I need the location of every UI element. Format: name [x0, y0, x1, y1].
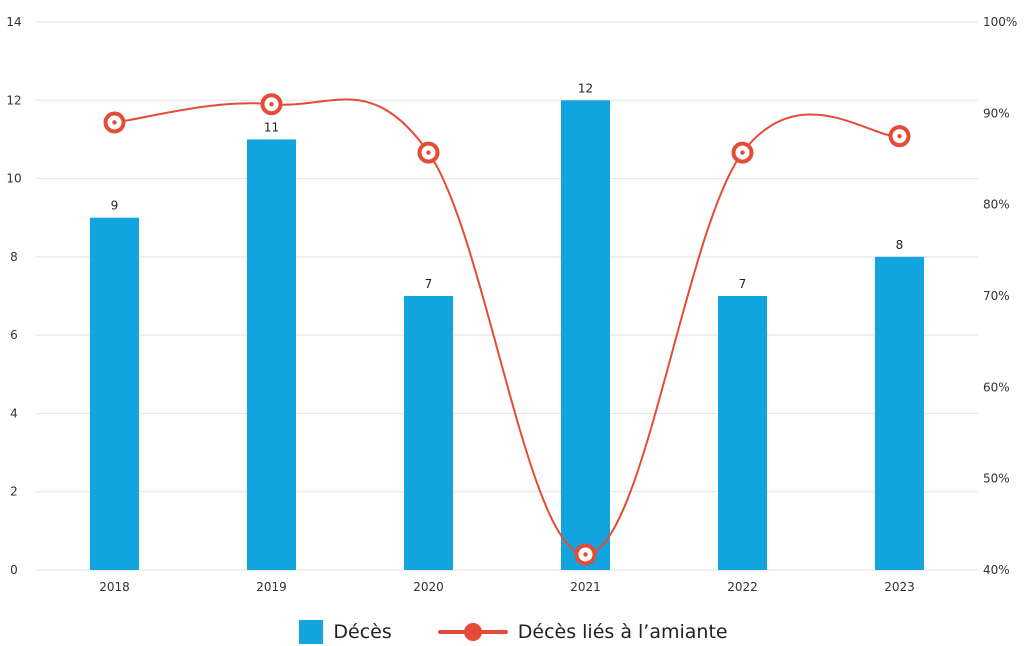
y-right-tick-label: 50%	[983, 472, 1010, 486]
y-left-tick-label: 0	[10, 563, 18, 577]
y-left-tick-label: 2	[10, 485, 18, 499]
x-tick-label: 2018	[99, 580, 130, 594]
bar-data-label: 9	[111, 199, 119, 213]
y-left-tick-label: 14	[6, 15, 21, 29]
line-point-center	[740, 150, 745, 155]
y-right-tick-label: 80%	[983, 198, 1010, 212]
y-right-tick-label: 100%	[983, 15, 1017, 29]
bar-data-label: 8	[896, 238, 904, 252]
bar	[718, 296, 767, 570]
line-point-center	[583, 552, 588, 557]
bar	[875, 256, 924, 570]
y-left-tick-label: 4	[10, 406, 18, 420]
x-tick-label: 2023	[884, 580, 915, 594]
x-tick-label: 2022	[727, 580, 758, 594]
x-tick-label: 2021	[570, 580, 601, 594]
line-point-center	[897, 133, 902, 139]
line-point-center	[112, 120, 117, 125]
bar-data-label: 7	[425, 277, 433, 291]
y-left-tick-label: 6	[10, 328, 18, 342]
x-tick-label: 2019	[256, 580, 287, 594]
bar	[247, 139, 296, 570]
y-left-tick-label: 12	[6, 93, 21, 107]
y-right-tick-label: 60%	[983, 380, 1010, 394]
bar-data-label: 12	[578, 81, 593, 95]
legend-item-deces-amiante[interactable]: Décès liés à l’amiante	[437, 620, 728, 644]
legend-label-deces-amiante: Décès liés à l’amiante	[517, 621, 728, 643]
bar	[404, 296, 453, 570]
combo-chart: 0 2 4 6 8 10 12 14 40% 50% 60% 70% 80% 90% 100% 9 2018 11…	[6, 15, 1017, 594]
y-right-tick-label: 90%	[983, 106, 1010, 120]
bar-data-label: 11	[264, 120, 279, 134]
line-point-center	[269, 102, 274, 107]
y-left-tick-label: 10	[6, 172, 21, 186]
x-tick-label: 2020	[413, 580, 444, 594]
legend-label-deces: Décès	[333, 621, 392, 643]
legend: Décès Décès liés à l’amiante	[0, 620, 1027, 644]
y-right-tick-label: 40%	[983, 563, 1010, 577]
legend-line-swatch	[437, 620, 508, 644]
bar-data-label: 7	[739, 277, 747, 291]
line-point-center	[426, 150, 431, 155]
y-left-tick-label: 8	[10, 250, 18, 264]
bar	[90, 217, 139, 570]
bar	[561, 100, 610, 571]
line-series-path	[114, 98, 900, 556]
legend-bar-swatch	[299, 620, 324, 644]
y-right-tick-label: 70%	[983, 289, 1010, 303]
legend-item-deces[interactable]: Décès	[299, 620, 392, 644]
